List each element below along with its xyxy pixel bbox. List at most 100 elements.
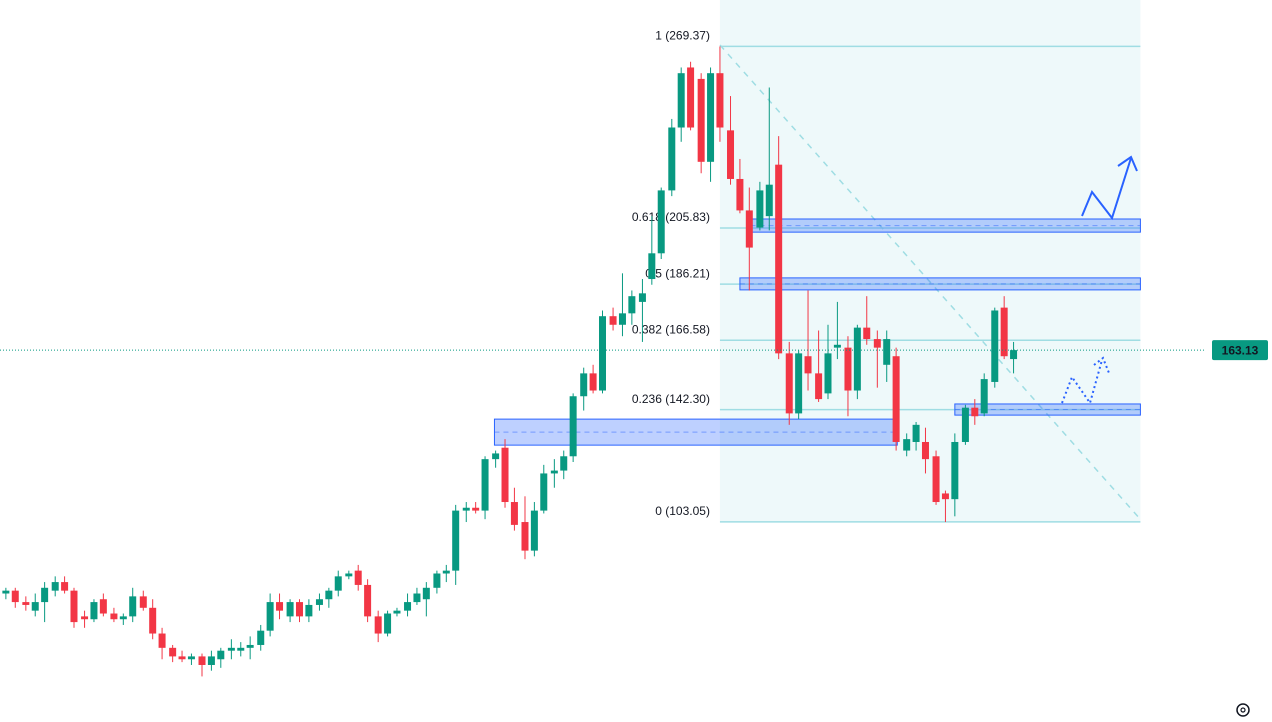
candle-body (393, 610, 401, 614)
candle-body (697, 78, 705, 162)
candle-body (951, 441, 959, 500)
fib-label: 0.618 (205.83) (632, 210, 710, 224)
last-price-label: 163.13 (1222, 343, 1259, 357)
candle-body (257, 630, 265, 645)
candle-body (510, 502, 518, 525)
candle-body (404, 602, 412, 611)
settings-button[interactable] (1236, 703, 1250, 717)
candle-body (246, 644, 254, 648)
candle-body (61, 582, 69, 591)
candle-body (873, 339, 881, 348)
candle-body (745, 210, 753, 248)
candle-body (628, 296, 636, 314)
candle-body (492, 453, 500, 460)
axis-corner (1205, 695, 1272, 722)
candle-body (198, 656, 206, 665)
candle-body (384, 613, 392, 634)
fib-label: 0 (103.05) (655, 504, 710, 518)
time-axis (0, 695, 1272, 722)
candle-body (892, 356, 900, 442)
candle-body (207, 656, 215, 665)
candle-body (941, 493, 949, 500)
fib-label: 0.382 (166.58) (632, 322, 710, 336)
candle-body (530, 510, 538, 551)
candle-body (158, 633, 166, 648)
candle-body (501, 447, 509, 503)
price-axis (1205, 0, 1272, 722)
candle-body (863, 327, 871, 340)
candle-body (668, 127, 676, 191)
candle-body (334, 576, 342, 591)
candle-body (276, 602, 284, 611)
axes: 163.13 (1212, 340, 1268, 361)
candle-body (217, 650, 225, 660)
candle-body (569, 396, 577, 457)
projection-arrow (1081, 157, 1132, 221)
trend-line (719, 44, 1142, 521)
candle-body (921, 441, 929, 460)
candle-body (727, 130, 735, 179)
fib-label: 0.236 (142.30) (632, 392, 710, 406)
candle-body (462, 507, 470, 511)
candle-body (1010, 350, 1018, 360)
settings-icon-center[interactable] (1240, 707, 1246, 713)
arrow-head (1093, 356, 1110, 374)
candle-body (11, 590, 19, 603)
candle-body (785, 353, 793, 414)
candles (2, 46, 1018, 677)
candle-body (853, 327, 861, 391)
candle-body (971, 407, 979, 417)
candle-body (227, 647, 235, 651)
candle-body (1000, 307, 1008, 357)
candle-body (589, 373, 597, 391)
candle-body (119, 616, 127, 620)
candle-body (815, 373, 823, 400)
candle-body (266, 602, 274, 631)
candle-body (187, 656, 195, 660)
candle-body (354, 570, 362, 585)
candle-body (90, 602, 98, 620)
candle-body (903, 439, 911, 451)
settings-icon[interactable] (1236, 703, 1250, 717)
candle-body (364, 584, 372, 617)
candle-body (648, 253, 656, 280)
candle-body (472, 507, 480, 511)
candle-body (687, 67, 695, 128)
candle-body (804, 356, 812, 374)
zones (493, 218, 1141, 446)
candle-body (413, 593, 421, 603)
candle-body (550, 470, 558, 474)
candle-body (580, 373, 588, 397)
candle-body (41, 587, 49, 603)
fib-retracement: 1 (269.37) 0.618 (205.83) 0.5 (186.21) 0.38… (632, 0, 1141, 523)
candle-body (2, 590, 10, 594)
candle-body (991, 310, 999, 382)
candle-body (677, 73, 685, 128)
fib-label: 1 (269.37) (655, 29, 710, 43)
candle-body (99, 599, 107, 614)
candle-body (305, 604, 313, 617)
candle-body (765, 184, 773, 217)
candle-body (110, 613, 118, 620)
candle-body (452, 510, 460, 571)
candle-body (980, 379, 988, 414)
candle-body (70, 590, 78, 623)
candle-body (286, 602, 294, 617)
candle-body (844, 347, 852, 391)
candle-body (481, 459, 489, 511)
candle-body (716, 73, 724, 128)
candle-body (374, 616, 382, 634)
candle-body (433, 573, 441, 588)
candle-body (932, 456, 940, 503)
candle-body (325, 590, 333, 600)
candle-body (638, 293, 646, 302)
candle-body (345, 573, 353, 577)
candle-body (795, 353, 803, 414)
dotted-projection (1061, 359, 1103, 406)
candle-body (442, 570, 450, 574)
candle-body (129, 596, 137, 617)
candle-body (657, 190, 665, 254)
candle-body (961, 407, 969, 442)
candle-body (295, 602, 303, 617)
